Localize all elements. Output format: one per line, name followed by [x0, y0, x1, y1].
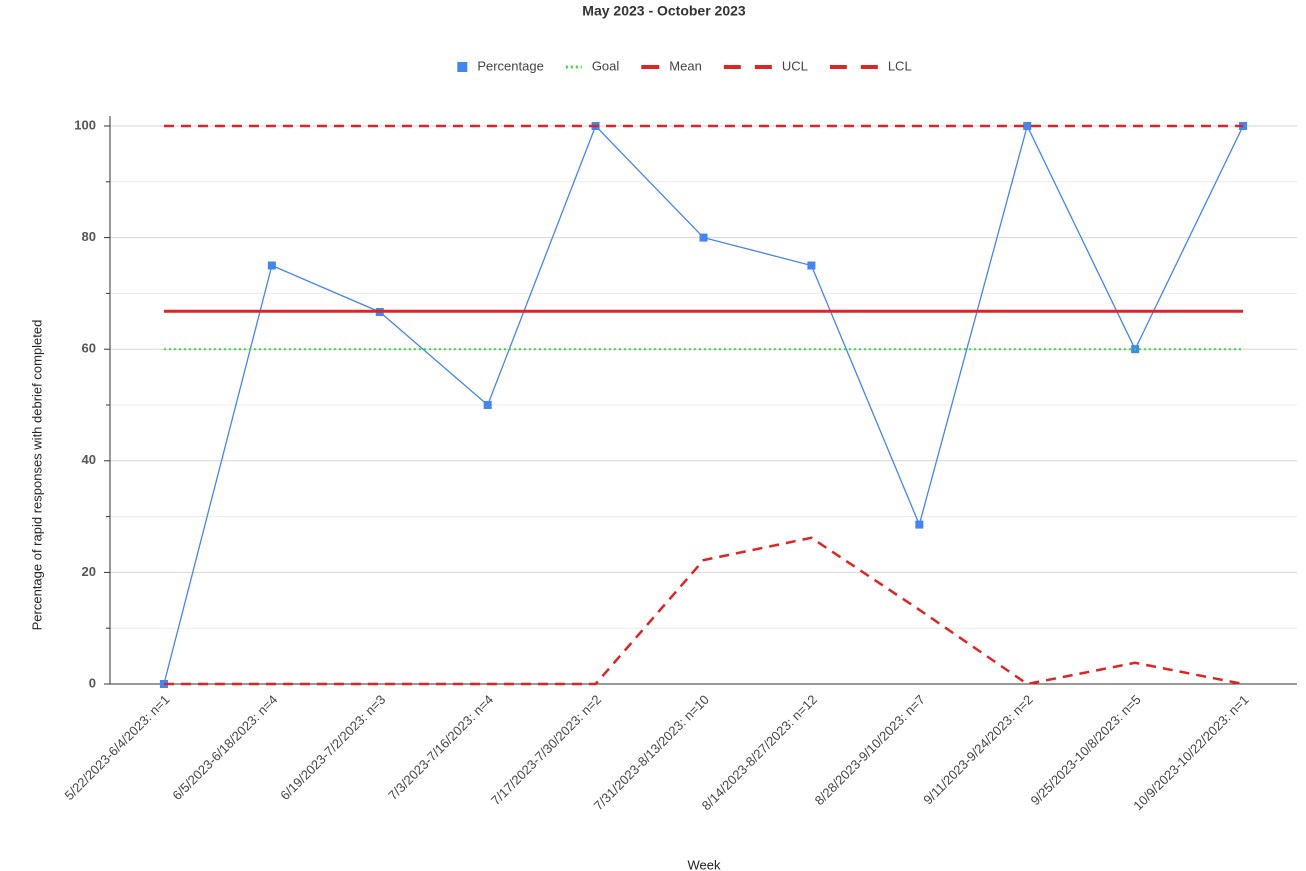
- point-marker: [699, 233, 708, 242]
- x-tick-label: 9/25/2023-10/8/2023: n=5: [1028, 692, 1144, 808]
- legend-label: LCL: [888, 58, 912, 73]
- legend-label: Mean: [669, 58, 702, 73]
- x-axis-label: Week: [688, 857, 721, 871]
- x-tick-label: 5/22/2023-6/4/2023: n=1: [61, 692, 172, 803]
- point-marker: [807, 261, 816, 270]
- point-marker: [1023, 122, 1032, 130]
- x-tick-label: 10/9/2023-10/22/2023: n=1: [1130, 692, 1251, 813]
- legend-label: Percentage: [477, 58, 544, 73]
- y-axis-label: Percentage of rapid responses with debri…: [29, 320, 44, 631]
- y-tick-label: 60: [82, 341, 96, 356]
- chart-title: May 2023 - October 2023: [582, 3, 746, 19]
- x-tick-label: 8/14/2023-8/27/2023: n=12: [699, 692, 820, 813]
- x-tick-label: 8/28/2023-9/10/2023: n=7: [812, 692, 928, 808]
- x-tick-label: 6/5/2023-6/18/2023: n=4: [169, 692, 280, 803]
- legend-label: Goal: [592, 58, 620, 73]
- y-tick-label: 20: [82, 564, 96, 579]
- point-marker: [267, 261, 276, 270]
- x-tick-label: 9/11/2023-9/24/2023: n=2: [920, 692, 1035, 807]
- x-tick-label: 7/31/2023-8/13/2023: n=10: [591, 692, 712, 813]
- series-line: [163, 536, 1244, 686]
- point-marker: [483, 401, 492, 409]
- y-tick-label: 100: [74, 117, 96, 132]
- x-tick-label: 7/3/2023-7/16/2023: n=4: [385, 692, 496, 803]
- legend: Percentage Goal Mean UCL LCL: [457, 58, 912, 73]
- point-marker: [915, 520, 924, 529]
- y-tick-label: 0: [89, 675, 96, 690]
- legend-label: UCL: [782, 58, 808, 73]
- x-tick-label: 7/17/2023-7/30/2023: n=2: [488, 692, 604, 808]
- y-tick-label: 80: [82, 229, 96, 244]
- y-tick-label: 40: [82, 452, 96, 467]
- x-tick-label: 6/19/2023-7/2/2023: n=3: [277, 692, 388, 803]
- legend-marker: [457, 62, 468, 72]
